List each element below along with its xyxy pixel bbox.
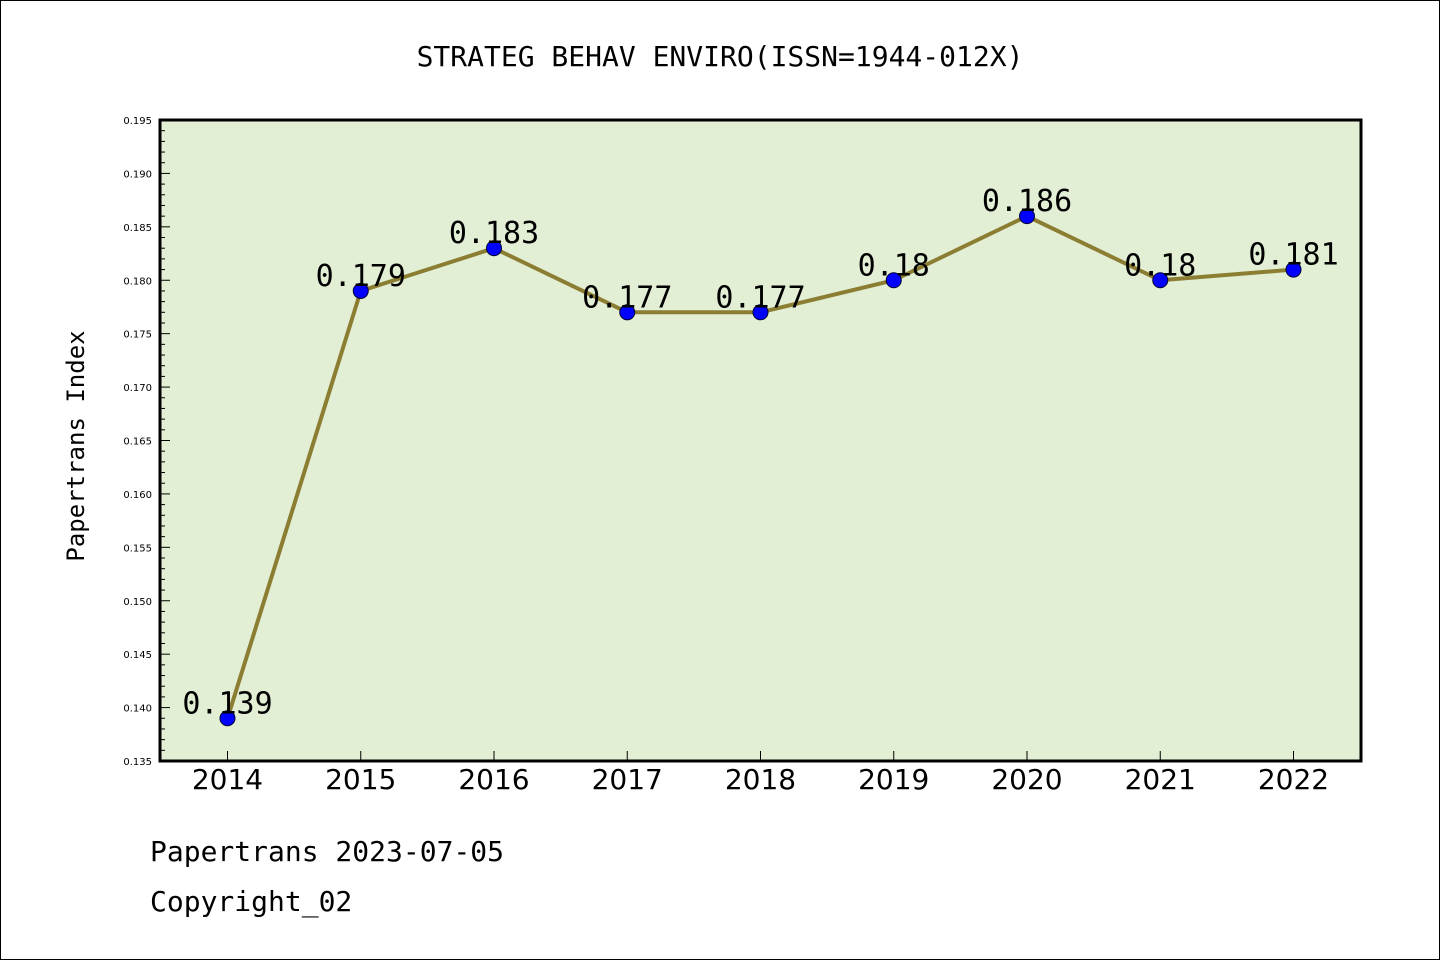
data-point [1019,208,1035,225]
x-tick-label: 2015 [325,763,396,796]
data-point [352,282,369,299]
data-label: 0.183 [449,216,539,251]
chart-title: STRATEG BEHAV ENVIRO(ISSN=1944-012X) [417,40,1024,73]
y-tick-label: 0.165 [123,437,152,448]
y-tick-label: 0.160 [123,490,152,501]
footer-date: Papertrans 2023-07-05 [150,835,505,868]
data-label: 0.181 [1248,238,1338,273]
x-tick-label: 2016 [458,763,529,796]
footer-copyright: Copyright_02 [150,885,353,918]
data-label: 0.177 [715,280,805,315]
x-tick-label: 2020 [991,763,1062,796]
y-tick-label: 0.140 [123,704,152,715]
data-label: 0.186 [982,184,1072,219]
y-tick-label: 0.195 [123,116,152,127]
x-tick-label: 2018 [725,763,796,796]
x-tick-label: 2022 [1258,763,1329,796]
y-tick-label: 0.185 [123,223,152,234]
data-point [486,240,502,257]
y-tick-label: 0.170 [123,383,152,394]
y-tick-label: 0.155 [123,543,152,554]
y-tick-label: 0.150 [123,597,152,608]
data-label: 0.18 [1124,248,1196,283]
y-axis-label: Papertrans Index [62,330,90,561]
y-tick-label: 0.180 [123,276,152,287]
plot-border [158,118,1363,763]
data-label: 0.139 [182,686,272,721]
y-tick-label: 0.190 [123,169,152,180]
data-point [1285,261,1302,278]
data-point [885,272,902,289]
x-tick-label: 2021 [1125,763,1196,796]
y-tick-label: 0.175 [123,330,152,341]
x-tick-label: 2019 [858,763,929,796]
x-tick-label: 2017 [592,763,663,796]
data-label: 0.177 [582,280,672,315]
data-point [1152,272,1169,289]
x-tick-label: 2014 [192,763,263,796]
data-label: 0.179 [316,259,406,294]
y-tick-label: 0.135 [123,757,152,768]
data-point [752,304,769,321]
y-tick-label: 0.145 [123,650,152,661]
data-point [619,304,636,321]
data-label: 0.18 [858,248,930,283]
plot-area [160,120,1361,761]
data-point [219,710,236,727]
